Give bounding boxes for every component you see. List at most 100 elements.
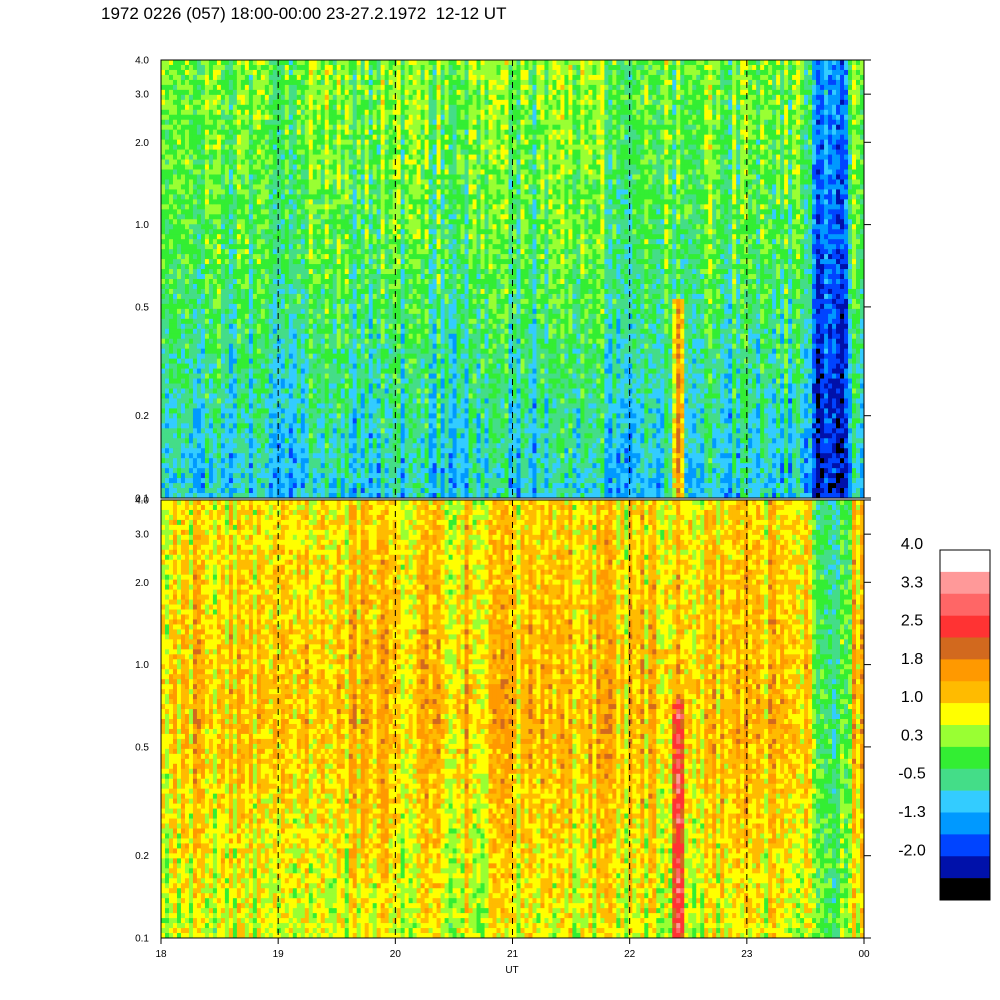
spectrogram-cell [288, 473, 294, 479]
spectrogram-cell [368, 308, 374, 315]
spectrogram-cell [296, 69, 302, 76]
spectrogram-cell [204, 453, 210, 459]
spectrogram-cell [184, 408, 190, 414]
spectrogram-cell [376, 234, 382, 240]
spectrogram-cell [252, 363, 258, 370]
spectrogram-cell [176, 139, 182, 146]
spectrogram-cell [340, 189, 346, 195]
spectrogram-cell [316, 463, 322, 469]
spectrogram-cell [276, 338, 282, 345]
spectrogram-cell [340, 244, 346, 250]
spectrogram-cell [340, 323, 346, 330]
spectrogram-cell [236, 74, 242, 81]
spectrogram-cell [288, 269, 294, 275]
spectrogram-cell [232, 413, 238, 419]
spectrogram-cell [336, 179, 342, 185]
spectrogram-cell [364, 433, 370, 439]
spectrogram-cell [208, 358, 214, 365]
spectrogram-cell [340, 134, 346, 141]
spectrogram-cell [284, 373, 290, 380]
spectrogram-cell [348, 338, 354, 345]
spectrogram-cell [324, 164, 330, 170]
spectrogram-cell [184, 308, 190, 315]
spectrogram-cell [212, 433, 218, 439]
spectrogram-cell [196, 423, 202, 429]
spectrogram-cell [252, 418, 258, 424]
spectrogram-cell [172, 209, 178, 215]
spectrogram-cell [184, 393, 190, 399]
spectrogram-cell [260, 159, 266, 166]
spectrogram-cell [356, 94, 362, 101]
spectrogram-cell [312, 438, 318, 444]
spectrogram-cell [384, 308, 390, 315]
spectrogram-cell [200, 333, 206, 340]
spectrogram-cell [232, 333, 238, 340]
spectrogram-cell [356, 488, 362, 494]
spectrogram-cell [336, 478, 342, 484]
spectrogram-cell [212, 328, 218, 335]
spectrogram-cell [252, 288, 258, 295]
spectrogram-cell [328, 283, 334, 290]
spectrogram-cell [284, 164, 290, 170]
spectrogram-cell [200, 204, 206, 210]
spectrogram-cell [360, 413, 366, 419]
spectrogram-cell [256, 119, 262, 126]
spectrogram-cell [176, 383, 182, 389]
spectrogram-cell [368, 279, 374, 285]
spectrogram-cell [272, 313, 278, 320]
spectrogram-cell [376, 254, 382, 260]
spectrogram-cell [308, 119, 314, 126]
spectrogram-cell [280, 84, 286, 91]
spectrogram-cell [192, 303, 198, 310]
spectrogram-cell [352, 144, 358, 151]
spectrogram-cell [336, 209, 342, 215]
spectrogram-cell [200, 348, 206, 355]
spectrogram-cell [288, 408, 294, 414]
spectrogram-cell [276, 219, 282, 225]
spectrogram-cell [364, 413, 370, 419]
spectrogram-cell [240, 448, 246, 454]
spectrogram-cell [188, 249, 194, 255]
spectrogram-cell [161, 214, 166, 220]
spectrogram-cell [304, 189, 310, 195]
spectrogram-cell [228, 303, 234, 310]
spectrogram-cell [188, 473, 194, 479]
spectrogram-cell [244, 69, 250, 76]
spectrogram-cell [296, 139, 302, 146]
spectrogram-cell [292, 443, 298, 449]
spectrogram-cell [240, 269, 246, 275]
spectrogram-cell [192, 239, 198, 245]
spectrogram-cell [356, 363, 362, 370]
spectrogram-cell [340, 94, 346, 101]
spectrogram-cell [308, 383, 314, 389]
spectrogram-cell [360, 79, 366, 86]
spectrogram-cell [268, 463, 274, 469]
spectrogram-cell [380, 298, 386, 305]
spectrogram-cell [208, 398, 214, 404]
spectrogram-cell [260, 408, 266, 414]
spectrogram-cell [224, 408, 230, 414]
spectrogram-cell [161, 433, 166, 439]
spectrogram-cell [312, 308, 318, 315]
spectrogram-cell [192, 483, 198, 489]
spectrogram-cell [292, 348, 298, 355]
spectrogram-cell [236, 313, 242, 320]
spectrogram-cell [264, 328, 270, 335]
spectrogram-cell [296, 333, 302, 340]
spectrogram-cell [252, 478, 258, 484]
spectrogram-cell [336, 398, 342, 404]
spectrogram-cell [232, 219, 238, 225]
spectrogram-cell [348, 458, 354, 464]
spectrogram-cell [320, 433, 326, 439]
spectrogram-cell [292, 318, 298, 325]
spectrogram-cell [272, 134, 278, 141]
spectrogram-cell [196, 64, 202, 71]
spectrogram-cell [220, 254, 226, 260]
spectrogram-cell [212, 468, 218, 474]
spectrogram-cell [308, 313, 314, 320]
spectrogram-cell [332, 388, 338, 394]
spectrogram-cell [356, 348, 362, 355]
spectrogram-cell [316, 353, 322, 360]
spectrogram-cell [356, 209, 362, 215]
spectrogram-cell [192, 174, 198, 180]
